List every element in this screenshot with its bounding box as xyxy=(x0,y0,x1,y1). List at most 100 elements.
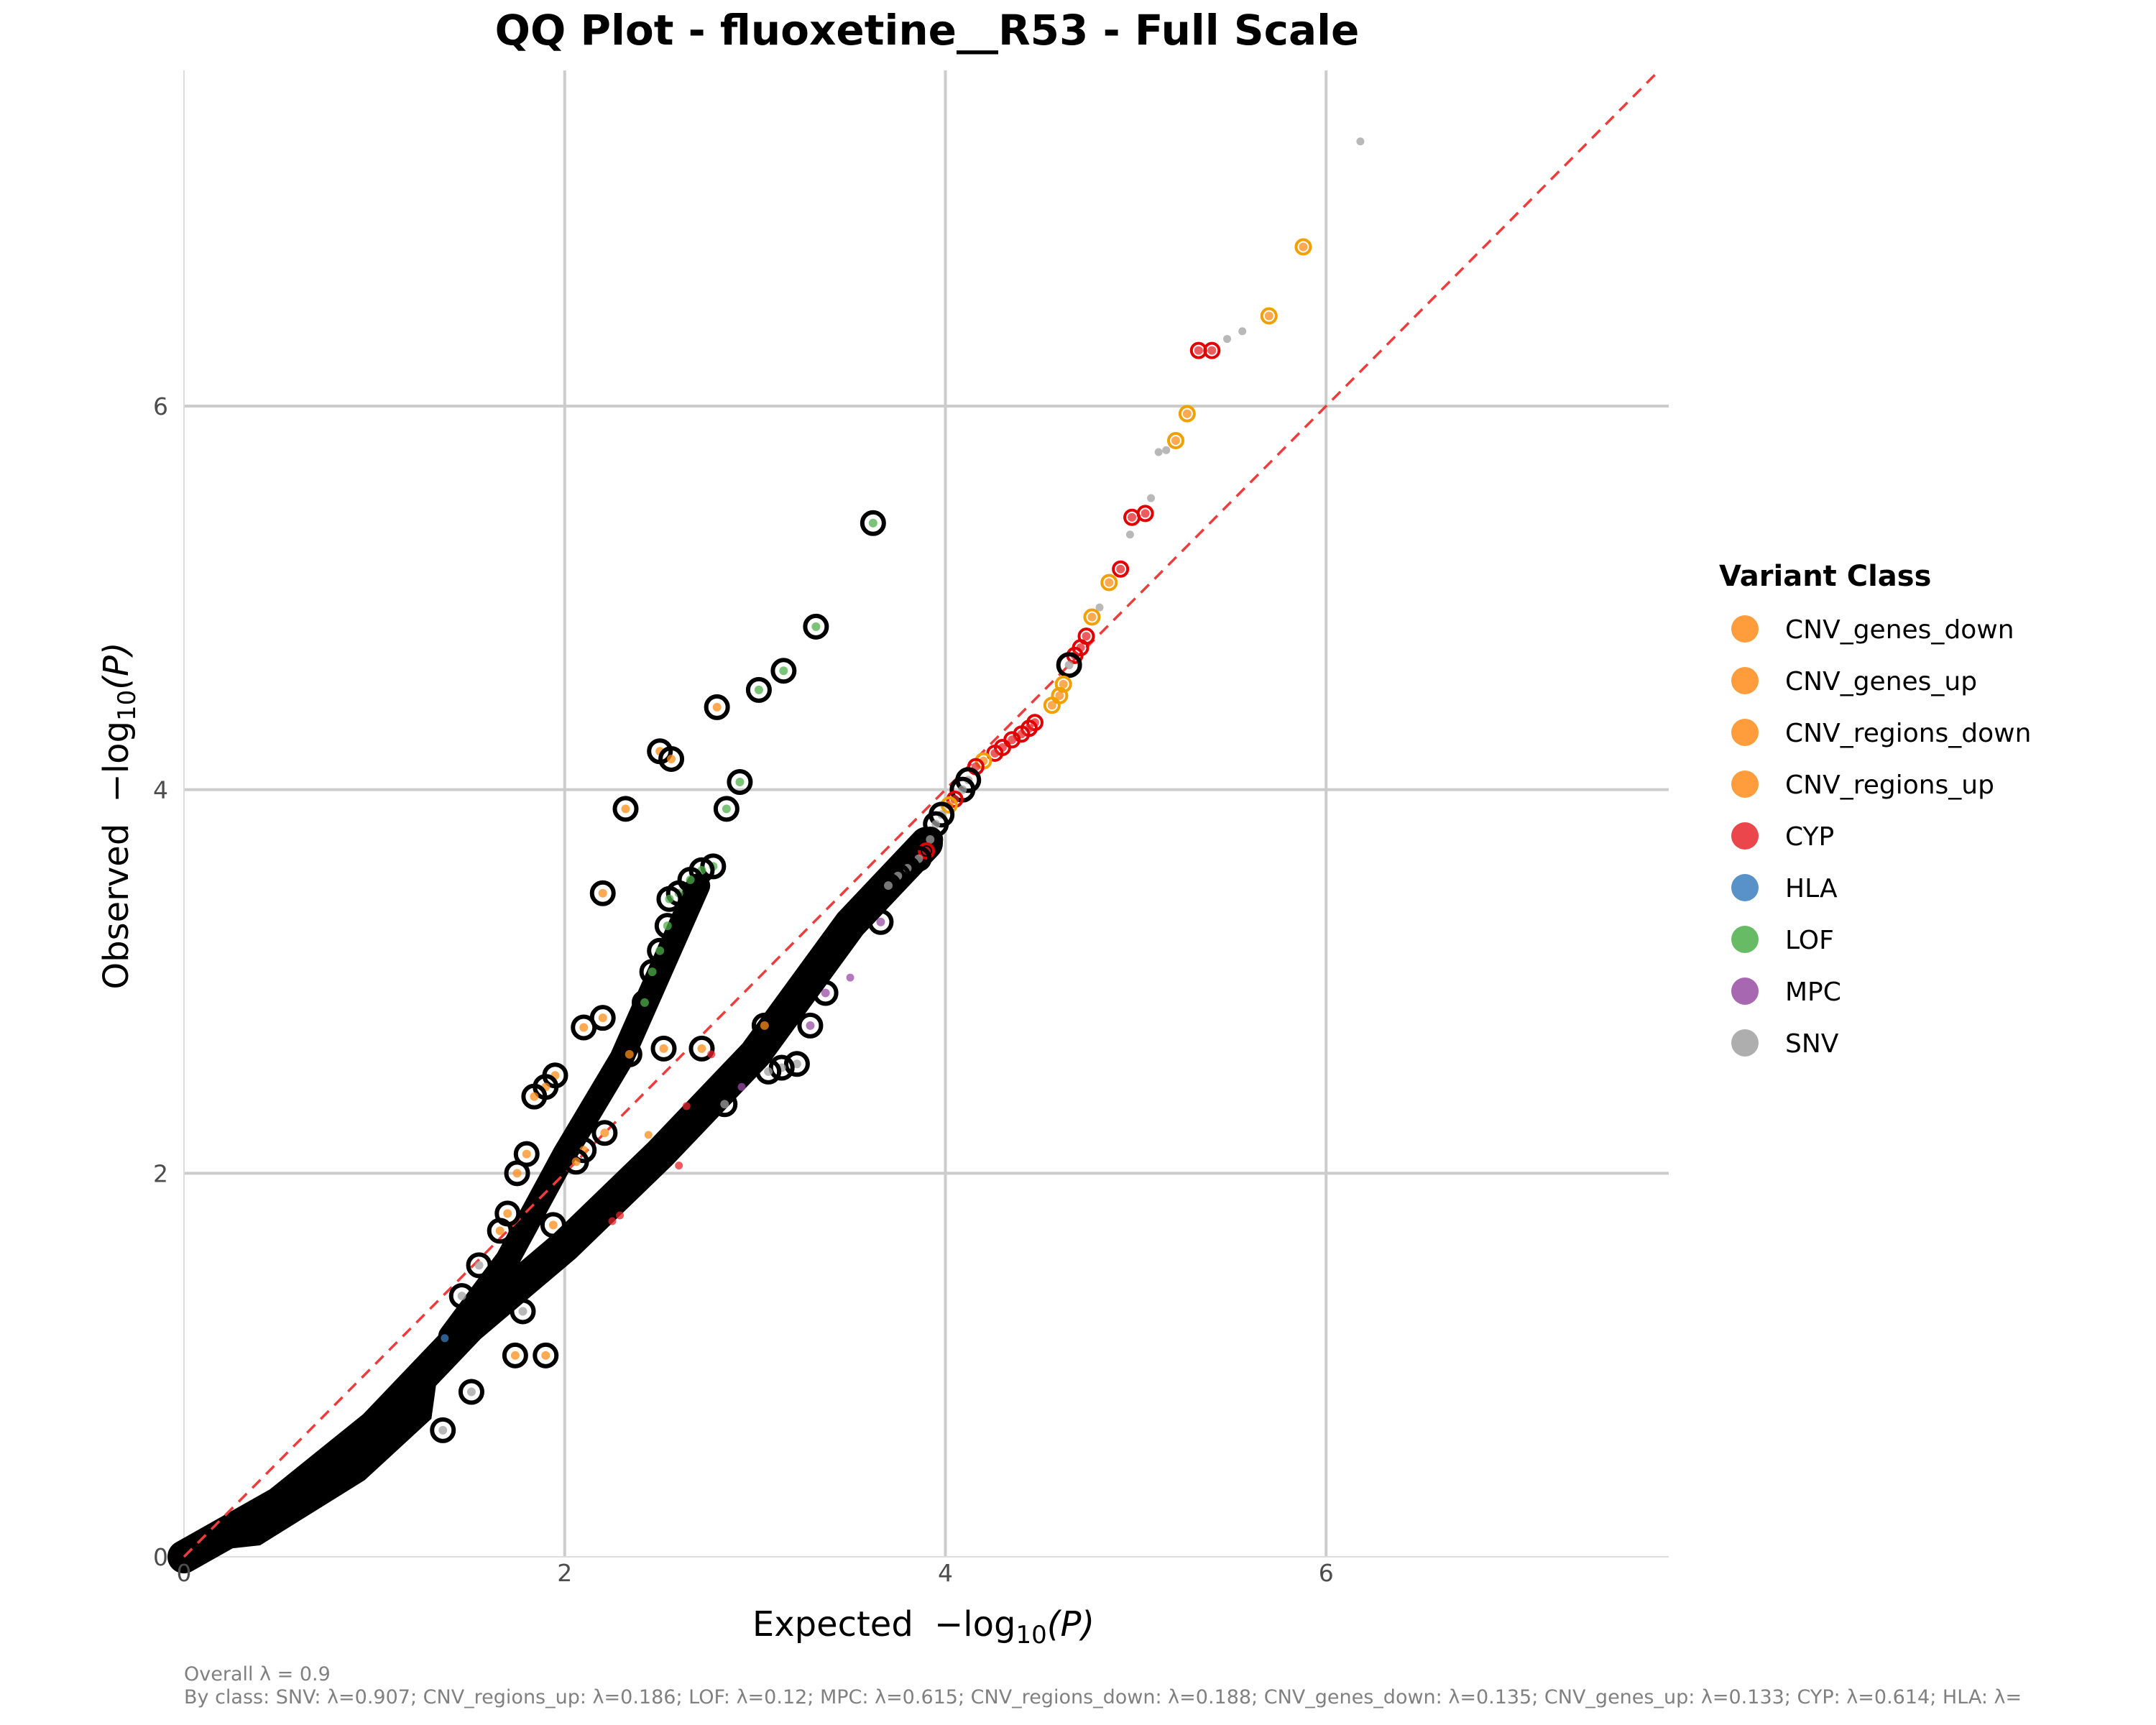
legend: Variant Class CNV_genes_down CNV_genes_up… xyxy=(1719,560,2031,1059)
data-point-cnv-regions-up xyxy=(487,1218,513,1244)
data-point-cyp xyxy=(616,1211,625,1220)
highlight-ring xyxy=(563,1149,589,1175)
data-point-mpc xyxy=(737,1082,746,1091)
point-dot xyxy=(1008,735,1017,745)
highlight-ring xyxy=(466,1252,492,1279)
point-dot xyxy=(1082,632,1091,641)
point-dot xyxy=(655,946,665,955)
y-axis-tick-labels: 0 2 4 6 xyxy=(153,392,168,1571)
point-dot xyxy=(737,1082,746,1091)
data-point-cnv-regions-up xyxy=(704,694,730,720)
data-point-snv xyxy=(448,1283,475,1310)
data-point-cnv-regions-up xyxy=(521,1083,548,1110)
data-point-mpc xyxy=(846,973,854,982)
data-point-cyp xyxy=(675,1162,683,1170)
point-dot xyxy=(625,1049,634,1059)
data-point-snv xyxy=(510,1298,536,1325)
legend-key-hla xyxy=(1731,874,1759,901)
point-dot xyxy=(571,1157,581,1167)
point-dot xyxy=(608,1217,617,1225)
bulk-band-low-fill xyxy=(189,1349,441,1553)
x-axis-title-log: log xyxy=(963,1604,1015,1644)
x-axis-title-arg: (P) xyxy=(1047,1604,1095,1644)
point-dot xyxy=(846,973,854,982)
data-point-cnv-regions-up xyxy=(502,1342,528,1368)
point-dot xyxy=(510,1351,520,1360)
point-dot xyxy=(990,748,1000,758)
data-point-mpc xyxy=(812,980,839,1006)
data-point-lof xyxy=(654,913,681,939)
y-tick-label-0: 0 xyxy=(153,1543,168,1571)
data-point-lof xyxy=(639,959,665,985)
highlight-ring xyxy=(770,658,797,684)
legend-key-mpc xyxy=(1731,978,1759,1005)
y-axis-title-log: log xyxy=(96,721,137,773)
point-dot xyxy=(707,1050,716,1059)
point-dot xyxy=(598,888,607,898)
point-dot xyxy=(868,518,877,528)
x-tick-label-6: 6 xyxy=(1319,1559,1334,1587)
data-point-snv xyxy=(1356,137,1365,146)
x-axis-title-prefix: Expected xyxy=(752,1604,913,1644)
highlight-ring xyxy=(658,745,685,772)
highlight-ring xyxy=(510,1298,536,1325)
legend-label-cyp: CYP xyxy=(1785,822,1834,852)
highlight-ring xyxy=(591,1120,618,1146)
data-point-cyp xyxy=(1112,560,1130,578)
data-point-cnv-regions-down xyxy=(1166,431,1184,449)
data-point-lof xyxy=(745,676,772,703)
highlight-ring xyxy=(797,1012,824,1039)
data-point-cyp xyxy=(608,1217,617,1225)
point-dot xyxy=(811,622,821,631)
x-tick-label-0: 0 xyxy=(177,1559,192,1587)
legend-key-cnv-regions-down xyxy=(1731,719,1759,746)
highlight-ring xyxy=(875,873,902,899)
point-dot xyxy=(548,1220,558,1230)
data-point-snv xyxy=(1238,327,1247,336)
legend-label-cnv-regions-down: CNV_regions_down xyxy=(1785,719,2031,748)
bulk-point-bands xyxy=(167,827,943,1573)
point-dot xyxy=(697,1044,706,1053)
reference-line-y-equals-x xyxy=(183,69,1660,1558)
point-dot xyxy=(1171,436,1180,445)
point-dot xyxy=(474,1261,484,1270)
point-dot xyxy=(1162,446,1171,454)
point-dot xyxy=(598,1013,607,1023)
data-point-snv xyxy=(1095,603,1104,612)
point-dot xyxy=(495,1226,505,1236)
data-point-cnv-regions-up xyxy=(1178,405,1196,423)
data-point-lof xyxy=(656,886,683,912)
data-point-cnv-regions-up xyxy=(563,1149,589,1175)
highlight-ring xyxy=(1294,238,1312,256)
data-point-lof xyxy=(713,796,740,822)
point-dot xyxy=(616,1211,625,1220)
legend-key-cnv-regions-up xyxy=(1731,770,1759,798)
point-dot xyxy=(1154,448,1163,456)
x-axis-title-sub: 10 xyxy=(1015,1621,1046,1650)
data-point-cnv-regions-up xyxy=(658,745,685,772)
data-point-cnv-regions-up xyxy=(650,1035,677,1062)
data-point-mpc xyxy=(797,1012,824,1039)
point-dot xyxy=(1064,661,1074,670)
y-tick-label-2: 2 xyxy=(153,1159,168,1187)
x-axis-tick-labels: 0 2 4 6 xyxy=(177,1559,1334,1587)
point-dot xyxy=(1182,409,1192,418)
point-dot xyxy=(438,1425,448,1435)
point-dot xyxy=(958,785,967,794)
point-dot xyxy=(640,998,649,1007)
data-point-snv xyxy=(923,811,949,837)
y-axis-title: Observed −log10(P) xyxy=(96,642,142,989)
point-dot xyxy=(1147,494,1156,502)
highlight-ring xyxy=(654,913,681,939)
point-dot xyxy=(1116,564,1125,574)
highlight-ring xyxy=(867,908,894,935)
caption-overall-lambda: Overall λ = 0.9 xyxy=(184,1663,331,1685)
data-point-cyp xyxy=(1189,341,1207,359)
legend-label-cnv-genes-up: CNV_genes_up xyxy=(1785,667,1977,696)
point-dot xyxy=(665,894,674,903)
highlight-ring xyxy=(650,1035,677,1062)
point-dot xyxy=(512,1169,522,1178)
data-point-hla xyxy=(441,1334,449,1343)
data-point-cnv-genes-up xyxy=(644,1131,653,1139)
data-points xyxy=(430,137,1365,1443)
